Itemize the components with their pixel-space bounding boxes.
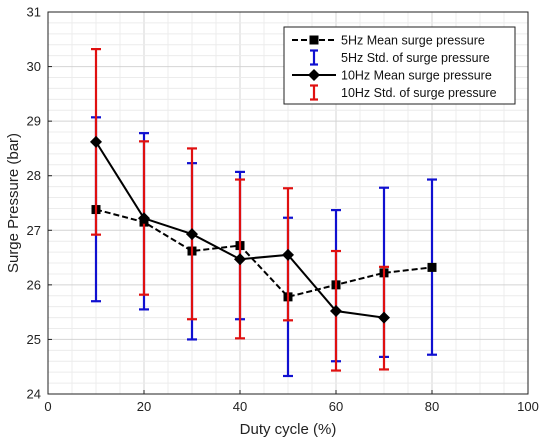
series-2 <box>90 48 390 372</box>
x-axis-label: Duty cycle (%) <box>240 421 337 438</box>
y-tick-label: 31 <box>27 5 41 20</box>
legend-entry-label: 5Hz Std. of surge pressure <box>341 51 490 65</box>
tick-labels: 0 20 40 60 80 100 24 25 26 27 28 29 30 31 <box>27 5 539 415</box>
x-tick-label: 60 <box>329 399 343 414</box>
legend: 5Hz Mean surge pressure 5Hz Std. of surge… <box>283 26 516 105</box>
x-tick-label: 20 <box>137 399 151 414</box>
legend-entry-label: 10Hz Std. of surge pressure <box>341 86 497 100</box>
data-point <box>427 262 437 272</box>
legend-entry-label: 10Hz Mean surge pressure <box>341 69 492 83</box>
data-point <box>138 212 150 225</box>
y-tick-label: 27 <box>27 223 41 238</box>
data-point <box>378 311 390 324</box>
y-tick-label: 29 <box>27 114 41 129</box>
y-tick-label: 24 <box>27 387 41 402</box>
legend-entry-label: 5Hz Mean surge pressure <box>341 34 485 48</box>
x-tick-label: 100 <box>517 399 539 414</box>
data-point <box>282 248 294 261</box>
plot-frame <box>47 11 529 395</box>
legend-marker <box>308 69 320 81</box>
y-tick-label: 30 <box>27 59 41 74</box>
y-tick-label: 26 <box>27 277 41 292</box>
legend-marker <box>309 35 319 45</box>
series-line <box>95 208 433 298</box>
y-tick-label: 25 <box>27 332 41 347</box>
data-point <box>330 305 342 318</box>
data-point <box>90 135 102 148</box>
x-tick-label: 80 <box>425 399 439 414</box>
y-axis-label: Surge Pressure (bar) <box>5 133 22 273</box>
y-tick-label: 28 <box>27 168 41 183</box>
series-layer <box>90 48 437 378</box>
data-point <box>186 228 198 241</box>
x-tick-label: 0 <box>44 399 51 414</box>
data-point <box>234 253 246 266</box>
x-tick-label: 40 <box>233 399 247 414</box>
